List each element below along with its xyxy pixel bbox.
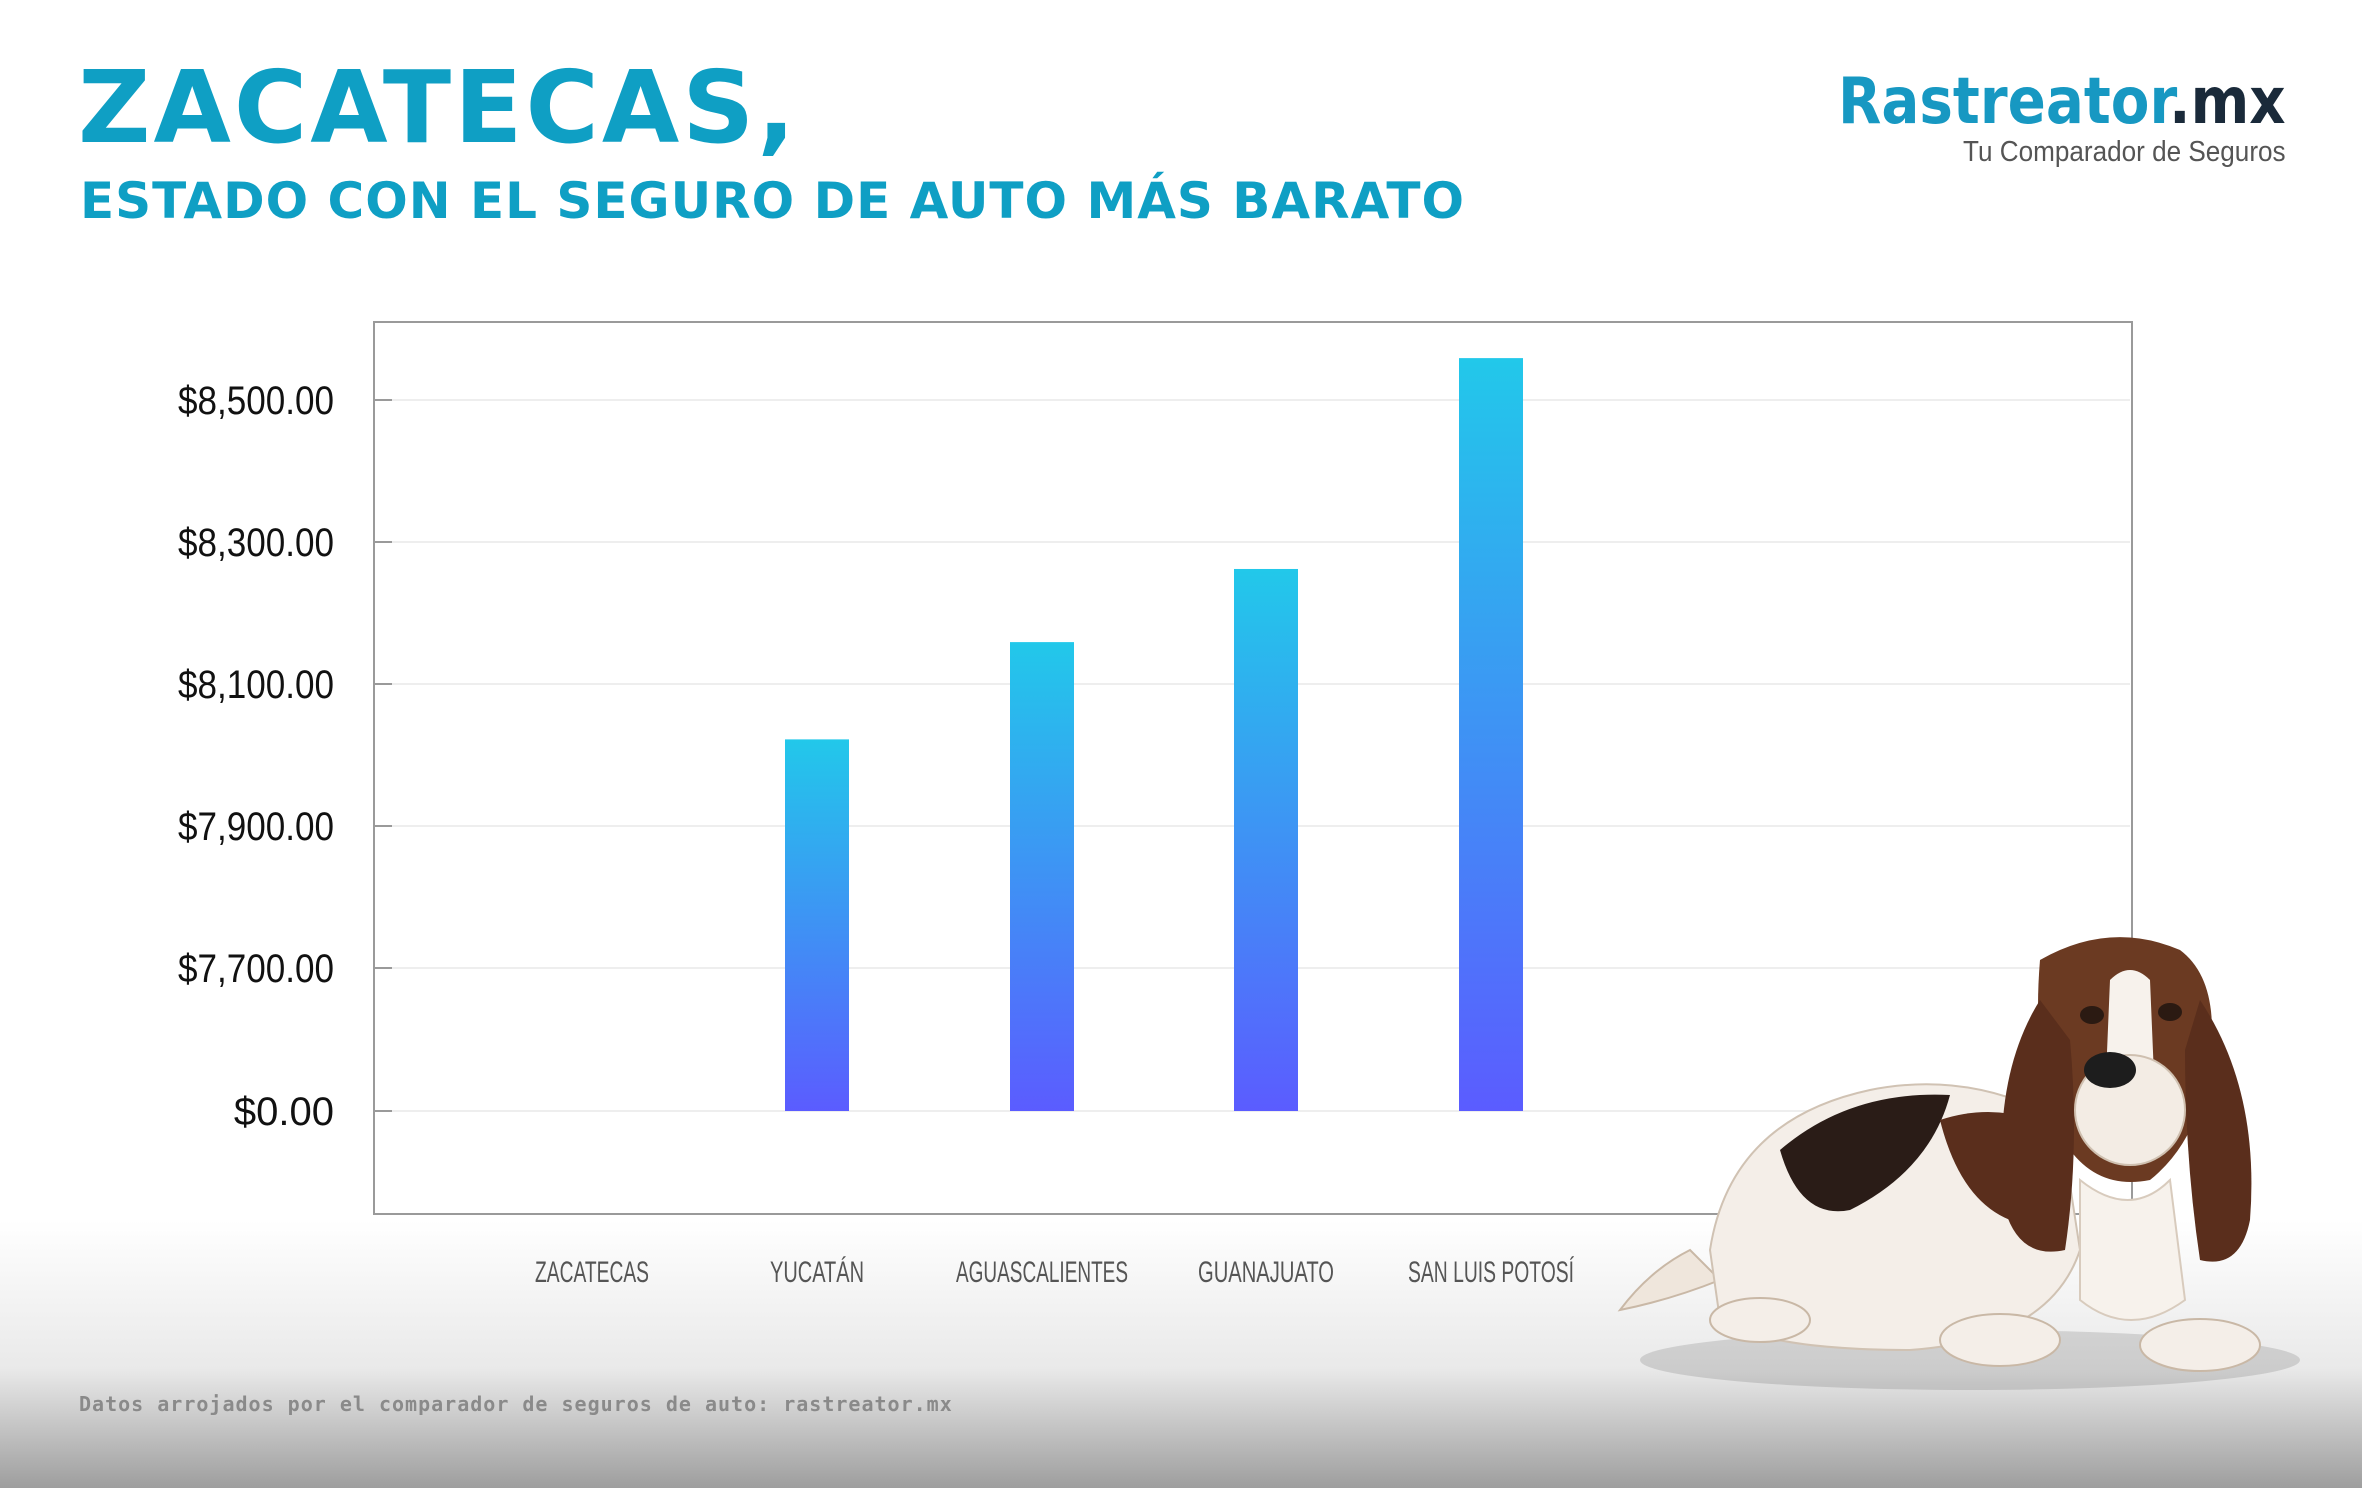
bars	[785, 358, 1523, 1111]
brand-name: Rastreator.mx	[1838, 70, 2286, 134]
x-tick-label: SAN LUIS POTOSÍ	[1408, 1256, 1574, 1289]
x-tick-label: ZACATECAS	[535, 1256, 649, 1289]
x-tick-label: GUANAJUATO	[1198, 1256, 1334, 1289]
bar-3	[1234, 568, 1298, 1111]
y-tick-label: $8,100.00	[178, 663, 334, 707]
bar-4	[1459, 358, 1523, 1111]
brand-tld: .mx	[2169, 65, 2286, 139]
y-axis-tick-labels: $0.00 $7,700.00 $7,900.00 $8,100.00 $8,300.0…	[178, 379, 334, 1134]
y-tick-label: $8,500.00	[178, 379, 334, 423]
page-title: ZACATECAS,	[78, 49, 799, 166]
x-tick-label: YUCATÁN	[770, 1256, 864, 1289]
x-axis-tick-labels: ZACATECAS YUCATÁN AGUASCALIENTES GUANAJUATO…	[535, 1256, 1574, 1289]
y-tick-label: $7,700.00	[178, 947, 334, 991]
source-footnote: Datos arrojados por el comparador de seg…	[79, 1392, 953, 1416]
y-tick-label: $7,900.00	[178, 805, 334, 849]
bar-1	[785, 739, 849, 1111]
x-tick-label: AGUASCALIENTES	[956, 1256, 1128, 1289]
page-subtitle: ESTADO CON EL SEGURO DE AUTO MÁS BARATO	[80, 172, 1466, 230]
bar-2	[1010, 642, 1074, 1111]
brand-name-text: Rastreator	[1838, 65, 2170, 139]
brand-tagline: Tu Comparador de Seguros	[1963, 136, 2286, 168]
y-tick-label: $8,300.00	[178, 521, 334, 565]
brand-logo: Rastreator.mx Tu Comparador de Seguros	[1777, 70, 2286, 169]
basset-hound-dog-icon	[1617, 937, 2300, 1390]
y-tick-label: $0.00	[234, 1090, 334, 1134]
